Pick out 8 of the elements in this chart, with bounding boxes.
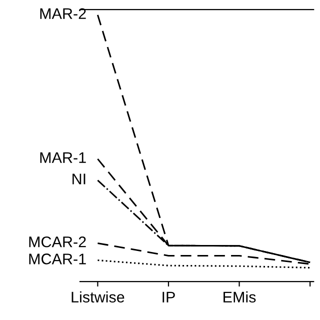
x-tick-label: Listwise: [72, 291, 124, 303]
series-label: NI: [72, 174, 86, 184]
series-label: MCAR-1: [29, 254, 86, 264]
x-tick-label: IP: [162, 292, 175, 302]
series-label: MAR-1: [40, 152, 86, 163]
series-label: MAR-2: [40, 8, 86, 19]
series-label: MCAR-2: [29, 236, 86, 248]
x-tick-label: EMis: [224, 291, 256, 303]
